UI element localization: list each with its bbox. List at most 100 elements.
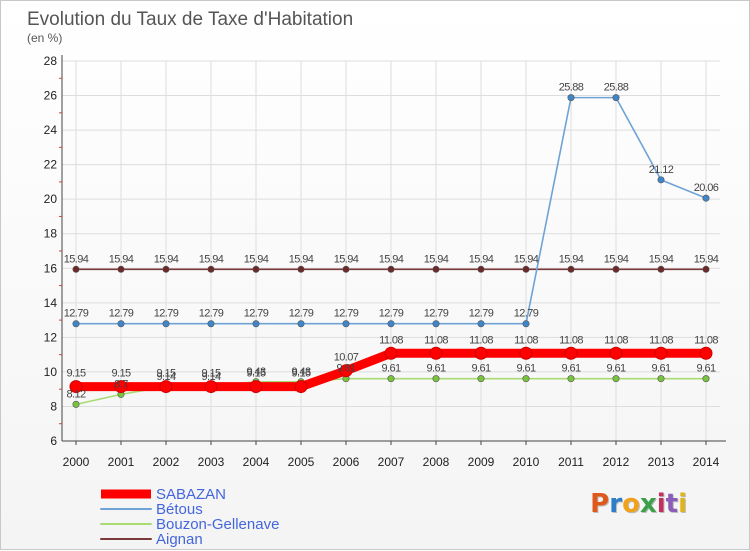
data-label: 15.94 bbox=[604, 253, 629, 265]
data-point bbox=[162, 320, 170, 328]
data-label: 9.43 bbox=[246, 366, 265, 378]
data-label: 12.79 bbox=[379, 308, 404, 320]
data-point bbox=[612, 265, 620, 273]
x-tick-label: 2005 bbox=[288, 455, 315, 469]
data-point bbox=[249, 380, 263, 394]
legend-label: Bétous bbox=[156, 501, 203, 518]
data-point bbox=[297, 320, 305, 328]
data-label: 9.15 bbox=[246, 368, 265, 380]
data-point bbox=[567, 94, 575, 102]
data-point bbox=[114, 380, 128, 394]
data-point bbox=[72, 265, 80, 273]
data-label: 15.94 bbox=[469, 253, 494, 265]
logo-letter: i bbox=[656, 489, 666, 519]
legend-label: Bouzon-Gellenave bbox=[156, 516, 279, 533]
data-label: 9.61 bbox=[516, 363, 535, 375]
data-point bbox=[432, 375, 440, 383]
data-point bbox=[567, 375, 575, 383]
data-label: 12.79 bbox=[514, 308, 539, 320]
logo-letter: o bbox=[622, 489, 640, 519]
data-label: 12.79 bbox=[199, 308, 224, 320]
data-label: 21.12 bbox=[649, 164, 674, 176]
data-point bbox=[339, 364, 353, 378]
data-point bbox=[612, 94, 620, 102]
data-label: 8.12 bbox=[66, 388, 85, 400]
data-label: 12.79 bbox=[244, 308, 269, 320]
logo-letter: i bbox=[678, 489, 687, 519]
x-tick-label: 2002 bbox=[153, 455, 180, 469]
data-point bbox=[387, 265, 395, 273]
data-label: 9.61 bbox=[651, 363, 670, 375]
data-label: 15.94 bbox=[559, 253, 584, 265]
data-point bbox=[207, 320, 215, 328]
data-label: 9.61 bbox=[381, 363, 400, 375]
x-tick-label: 2001 bbox=[108, 455, 135, 469]
data-point bbox=[477, 320, 485, 328]
data-label: 15.94 bbox=[64, 253, 89, 265]
data-label: 12.79 bbox=[334, 308, 359, 320]
data-point bbox=[204, 380, 218, 394]
data-label: 15.94 bbox=[694, 253, 719, 265]
x-tick-label: 2007 bbox=[378, 455, 405, 469]
data-label: 15.94 bbox=[154, 253, 179, 265]
data-point bbox=[252, 320, 260, 328]
x-tick-label: 2003 bbox=[198, 455, 225, 469]
data-label: 8.7 bbox=[114, 378, 128, 390]
data-point bbox=[342, 265, 350, 273]
y-tick-label: 10 bbox=[44, 365, 58, 379]
y-tick-label: 8 bbox=[50, 399, 57, 413]
x-tick-label: 2012 bbox=[603, 455, 630, 469]
data-point bbox=[342, 320, 350, 328]
data-label: 9.61 bbox=[561, 363, 580, 375]
data-label: 11.08 bbox=[469, 334, 493, 346]
data-point bbox=[387, 375, 395, 383]
data-label: 9.61 bbox=[336, 363, 355, 375]
data-point bbox=[117, 320, 125, 328]
data-label: 11.08 bbox=[604, 334, 628, 346]
data-label: 9.43 bbox=[291, 366, 310, 378]
y-tick-label: 6 bbox=[50, 434, 57, 448]
y-tick-label: 16 bbox=[44, 261, 58, 275]
data-point bbox=[699, 346, 713, 360]
data-label: 12.79 bbox=[154, 308, 179, 320]
data-point bbox=[72, 320, 80, 328]
data-point bbox=[387, 320, 395, 328]
data-point bbox=[702, 375, 710, 383]
data-label: 20.06 bbox=[694, 182, 719, 194]
y-tick-label: 28 bbox=[44, 54, 58, 68]
x-tick-label: 2000 bbox=[63, 455, 90, 469]
data-label: 15.94 bbox=[649, 253, 674, 265]
data-label: 9.15 bbox=[66, 368, 85, 380]
data-point bbox=[252, 265, 260, 273]
data-label: 9.61 bbox=[426, 363, 445, 375]
data-point bbox=[522, 265, 530, 273]
data-label: 11.08 bbox=[424, 334, 448, 346]
data-label: 12.79 bbox=[424, 308, 449, 320]
data-point bbox=[657, 375, 665, 383]
data-label: 12.79 bbox=[289, 308, 314, 320]
x-tick-label: 2014 bbox=[693, 455, 720, 469]
data-point bbox=[522, 320, 530, 328]
data-labels: 15.94 15.94 15.94 15.94 15.94 15.94 15.94 15.94… bbox=[64, 82, 720, 401]
axes: 6 8 10 12 14 16 18 20 22 24 26 28 2000 2001 2002 2003 20… bbox=[44, 54, 726, 469]
data-label: 10.07 bbox=[334, 352, 359, 364]
x-tick-label: 2009 bbox=[468, 455, 495, 469]
chart-title: Evolution du Taux de Taxe d'Habitation bbox=[27, 9, 353, 30]
data-label: 9.61 bbox=[471, 363, 490, 375]
data-point bbox=[657, 265, 665, 273]
y-tick-label: 18 bbox=[44, 227, 58, 241]
data-point bbox=[69, 380, 83, 394]
data-point bbox=[162, 265, 170, 273]
y-tick-label: 26 bbox=[44, 89, 58, 103]
data-label: 12.79 bbox=[109, 308, 134, 320]
data-label: 9.61 bbox=[606, 363, 625, 375]
data-label: 25.88 bbox=[559, 82, 584, 94]
legend-label: SABAZAN bbox=[156, 486, 226, 503]
data-label: 9.15 bbox=[156, 368, 175, 380]
x-tick-label: 2006 bbox=[333, 455, 360, 469]
data-label: 9.61 bbox=[696, 363, 715, 375]
data-label: 11.08 bbox=[559, 334, 583, 346]
data-point bbox=[117, 265, 125, 273]
